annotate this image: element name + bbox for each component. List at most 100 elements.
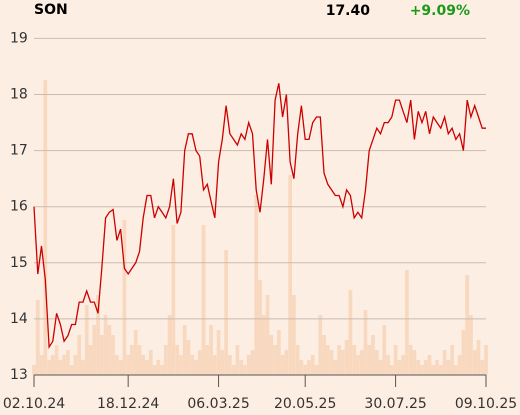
volume-bar bbox=[84, 305, 89, 375]
volume-bar bbox=[389, 365, 394, 375]
volume-bar bbox=[167, 315, 172, 375]
volume-bar bbox=[126, 355, 131, 375]
volume-bar bbox=[261, 315, 266, 375]
volume-bar bbox=[416, 360, 421, 375]
y-tick-label: 16 bbox=[10, 199, 28, 215]
volume-bar bbox=[386, 355, 390, 375]
y-tick-label: 17 bbox=[10, 143, 28, 159]
volume-bar bbox=[457, 355, 462, 375]
volume-bar bbox=[163, 345, 168, 375]
volume-bar bbox=[408, 345, 413, 375]
volume-bar bbox=[295, 345, 300, 375]
x-tick-label: 06.03.25 bbox=[187, 396, 249, 412]
volume-bar bbox=[197, 350, 202, 375]
volume-bar bbox=[427, 355, 432, 375]
volume-bar bbox=[284, 350, 289, 375]
volume-bar bbox=[484, 345, 488, 375]
x-tick-label: 20.05.25 bbox=[274, 396, 336, 412]
volume-bar bbox=[194, 360, 198, 375]
ticker: SON bbox=[34, 2, 68, 18]
volume-bar bbox=[356, 355, 360, 375]
volume-bar bbox=[465, 275, 470, 375]
volume-bar bbox=[472, 350, 477, 375]
volume-bar bbox=[276, 330, 281, 375]
x-tick-label: 02.10.24 bbox=[3, 396, 65, 412]
volume-bar bbox=[423, 360, 428, 375]
volume-bar bbox=[374, 350, 379, 375]
volume-bar bbox=[363, 310, 368, 375]
price-line bbox=[33, 83, 486, 350]
volume-bar bbox=[99, 335, 104, 375]
volume-bar bbox=[141, 355, 146, 375]
volume-bar bbox=[303, 365, 308, 375]
volume-bar bbox=[397, 360, 402, 375]
change: +9.09% bbox=[410, 3, 470, 19]
volume-bar bbox=[393, 345, 398, 375]
volume-bar bbox=[73, 355, 78, 375]
volume-bar bbox=[92, 325, 97, 375]
volume-bar bbox=[246, 355, 251, 375]
volume-bar bbox=[307, 360, 311, 375]
volume-bar bbox=[133, 330, 138, 375]
volume-bar bbox=[220, 350, 225, 375]
volume-bar bbox=[35, 300, 40, 375]
volume-bar bbox=[39, 355, 44, 375]
volume-bar bbox=[50, 355, 55, 375]
volume-bar bbox=[371, 335, 375, 375]
x-tick-label: 09.10.25 bbox=[455, 396, 517, 412]
volume-bar bbox=[480, 360, 485, 375]
volume-bar bbox=[130, 345, 134, 375]
y-tick-label: 14 bbox=[10, 311, 28, 327]
volume-bar bbox=[453, 365, 458, 375]
x-tick-label: 18.12.24 bbox=[97, 396, 159, 412]
volume-bar bbox=[201, 225, 206, 375]
volume-bar bbox=[469, 315, 473, 375]
volume-bar bbox=[329, 350, 334, 375]
volume-bar bbox=[310, 355, 315, 375]
volume-bar bbox=[186, 340, 191, 375]
volume-bar bbox=[239, 360, 244, 375]
volume-bar bbox=[367, 345, 372, 375]
volume-bar bbox=[382, 325, 387, 375]
volume-bar bbox=[314, 365, 319, 375]
volume-bar bbox=[405, 270, 409, 375]
volume-bar bbox=[450, 345, 454, 375]
y-tick-label: 18 bbox=[10, 87, 28, 103]
volume-bar bbox=[118, 360, 123, 375]
volume-bar bbox=[325, 345, 330, 375]
volume-bar bbox=[69, 365, 74, 375]
volume-bar bbox=[179, 355, 183, 375]
volume-bar bbox=[156, 360, 161, 375]
volume-bar bbox=[359, 350, 364, 375]
volume-bar bbox=[446, 360, 451, 375]
volume-bar bbox=[461, 330, 466, 375]
volume-bar bbox=[114, 355, 119, 375]
volume-bar bbox=[205, 345, 210, 375]
volume-bar bbox=[81, 360, 85, 375]
volume-bar bbox=[190, 355, 195, 375]
volume-bar bbox=[148, 350, 153, 375]
volume-bar bbox=[401, 355, 406, 375]
volume-bar bbox=[435, 360, 439, 375]
volume-bar bbox=[227, 355, 232, 375]
volume-bar bbox=[254, 195, 259, 375]
volume-bar bbox=[348, 290, 353, 375]
volume-bar bbox=[340, 350, 345, 375]
volume-bar bbox=[333, 360, 338, 375]
volume-bar bbox=[235, 345, 240, 375]
volume-bar bbox=[58, 360, 63, 375]
volume-bar bbox=[103, 315, 108, 375]
volume-bar bbox=[476, 340, 481, 375]
volume-bar bbox=[378, 360, 383, 375]
volume-bar bbox=[182, 325, 187, 375]
volume-bar bbox=[280, 355, 285, 375]
volume-bar bbox=[288, 175, 293, 375]
volume-bar bbox=[337, 345, 341, 375]
volume-bar bbox=[122, 220, 127, 375]
y-tick-label: 19 bbox=[10, 30, 28, 46]
volume-bar bbox=[137, 345, 142, 375]
volume-bar bbox=[62, 355, 67, 375]
volume-bar bbox=[292, 295, 296, 375]
volume-bar bbox=[299, 360, 304, 375]
volume-bar bbox=[66, 350, 70, 375]
